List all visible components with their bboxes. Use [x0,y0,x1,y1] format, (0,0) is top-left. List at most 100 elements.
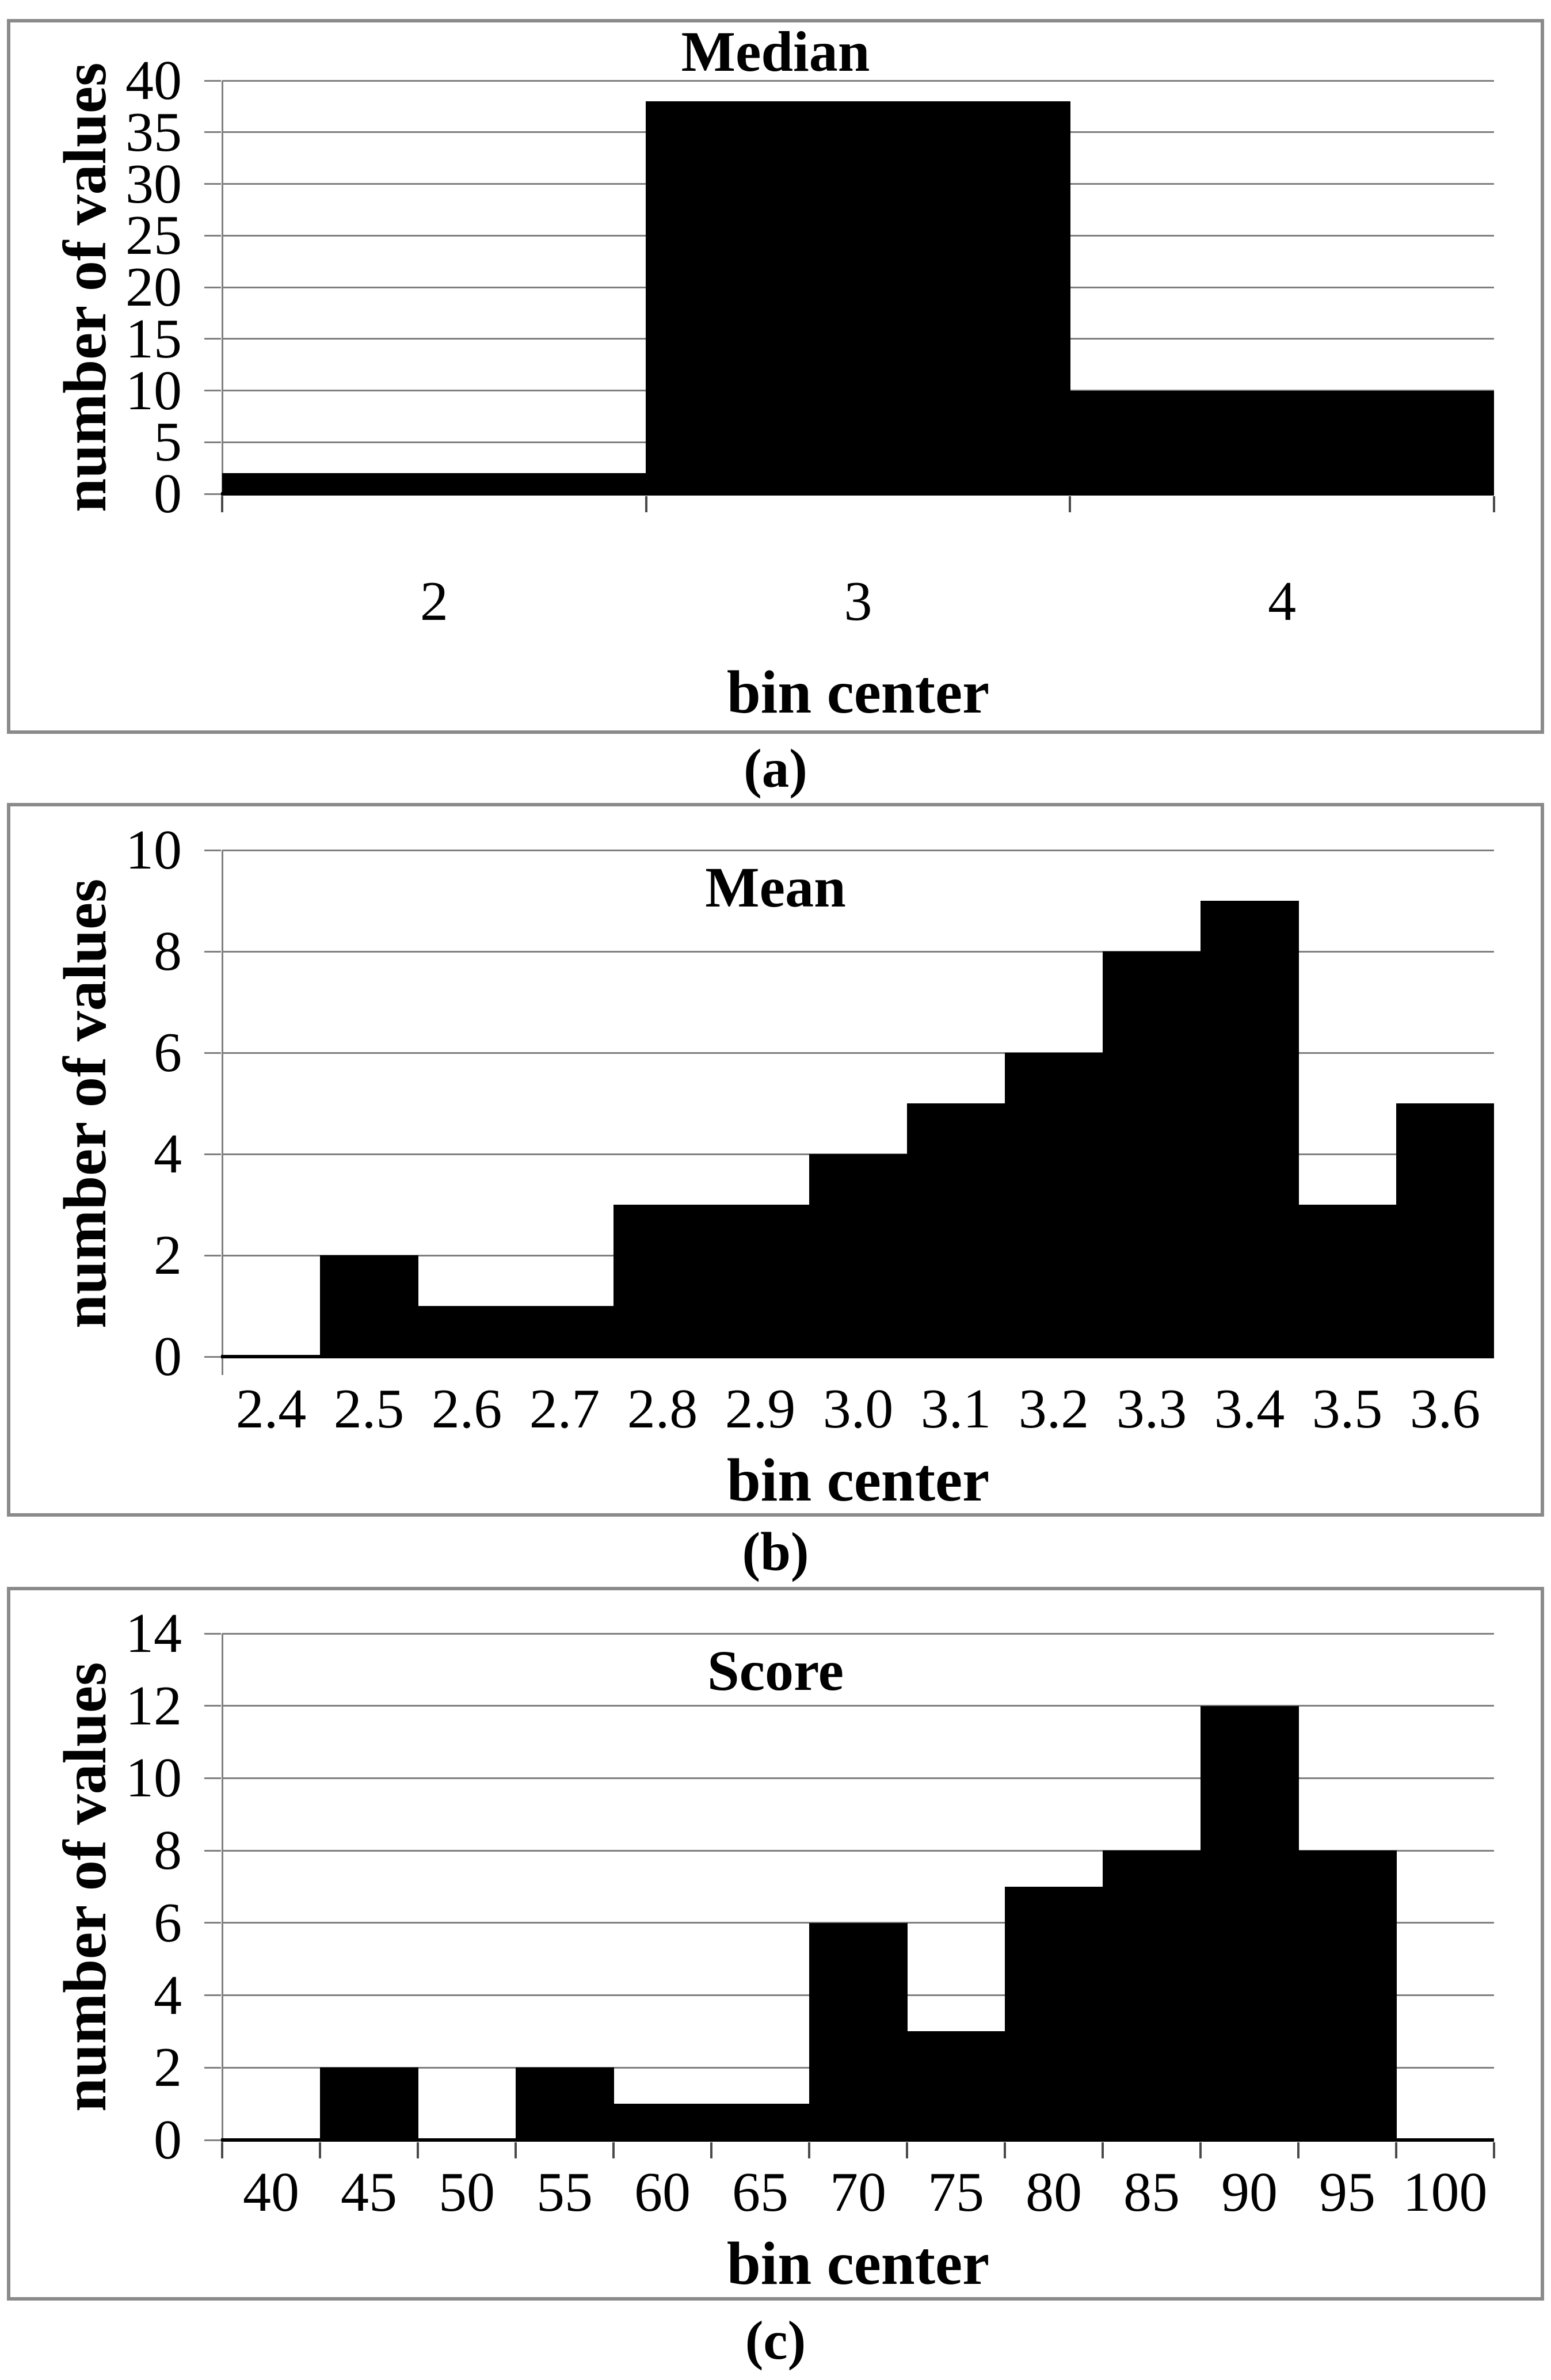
x-tick-label: 3.5 [1312,1378,1383,1440]
x-tick-label: 70 [830,2161,886,2223]
y-axis-line [222,81,223,512]
x-tick-label: 90 [1221,2161,1278,2223]
x-tick [1199,2142,1202,2158]
histogram-bar [515,1306,614,1357]
x-tick-label: 2.8 [627,1378,698,1440]
y-tick [204,1994,221,1997]
gridline [222,1849,1494,1852]
y-tick [204,183,221,185]
chart-title: Score [707,1639,844,1703]
y-axis-line [222,850,223,1375]
y-tick [204,1705,221,1707]
y-tick [204,1052,221,1054]
y-axis-line [222,1633,223,2158]
plot-area: 0 2 4 6 8 10 12 14 40 45 50 55 60 65 70 75 80 85 90 95 100 [125,1605,1495,2221]
y-tick-label: 10 [125,1747,182,1810]
x-tick-label: 50 [439,2161,495,2223]
y-tick [204,1153,221,1155]
y-tick-label: 20 [125,256,182,318]
histogram-bar [1200,901,1299,1357]
x-axis-title: bin center [726,658,990,726]
gridline [222,849,1494,851]
y-tick [204,1849,221,1852]
x-axis-title: bin center [726,2230,990,2297]
x-tick-label: 3.1 [920,1378,992,1440]
gridline [222,1777,1494,1779]
x-tick [906,2142,908,2158]
histogram-bar [222,473,647,494]
histogram-bar [1102,1850,1201,2140]
y-tick [204,79,221,82]
x-tick-label: 85 [1123,2161,1180,2223]
histogram-bar [906,1103,1005,1357]
x-tick-label: 55 [536,2161,593,2223]
y-tick-label: 35 [125,101,182,163]
gridline [222,950,1494,953]
gridline [222,1052,1494,1054]
chart-score: Score number of values 0 2 4 6 8 10 12 14 40 45 50… [7,1587,1544,2301]
y-tick-label: 4 [154,1123,182,1185]
y-tick-label: 8 [154,1819,182,1882]
panel-label-a: (a) [744,737,807,799]
chart-title: Mean [705,855,846,919]
y-tick-label: 14 [125,1602,182,1665]
histogram-bar [319,2067,418,2140]
x-tick [1004,2142,1006,2158]
y-tick [204,390,221,391]
x-tick-label: 80 [1026,2161,1082,2223]
histogram-bar [1004,1887,1103,2140]
histogram-bar [711,2104,810,2140]
histogram-bar [1200,1705,1299,2140]
x-axis-line [221,1355,1494,1358]
histogram-bar [613,2104,712,2140]
y-tick-label: 0 [154,463,182,525]
x-tick [1102,2142,1104,2158]
x-tick-label: 2.4 [235,1378,307,1440]
x-axis-line [221,2138,1494,2142]
x-tick [515,2142,517,2158]
x-tick [612,2142,615,2158]
y-tick-label: 12 [125,1674,182,1737]
x-tick-label: 45 [341,2161,397,2223]
histogram-bar [1396,1103,1494,1357]
panel-label-c: (c) [745,2309,806,2371]
y-tick-label: 6 [154,1022,182,1084]
x-tick [1493,2142,1495,2158]
y-tick [204,2139,221,2141]
x-tick-label: 65 [732,2161,788,2223]
figure-panel-b: Mean number of values 0 2 4 6 8 10 2.4 2.5 2.6 2.… [7,803,1544,1587]
chart-median: Median number of values 0 5 10 15 20 25 30 35 40… [7,19,1544,734]
x-tick-label: 3 [844,570,872,633]
plot-area: 0 5 10 15 20 25 30 35 40 2 3 4 [125,52,1495,630]
x-tick-label: 3.0 [822,1378,894,1440]
panel-label-b: (b) [742,1521,809,1582]
histogram-bar [1102,951,1201,1357]
y-tick [204,849,221,851]
histogram-bar [515,2067,614,2140]
gridline [222,1632,1494,1635]
x-tick-label: 100 [1403,2161,1488,2223]
gridline [222,1705,1494,1707]
histogram-bar [1004,1053,1103,1357]
y-tick [204,1632,221,1635]
x-tick [645,496,647,512]
histogram-bar [613,1205,712,1357]
y-tick-label: 6 [154,1891,182,1954]
y-tick-label: 25 [125,204,182,267]
y-tick [204,2066,221,2069]
x-tick [1395,2142,1397,2158]
y-tick [204,286,221,288]
x-tick-label: 3.2 [1018,1378,1089,1440]
x-tick-label: 2.7 [529,1378,600,1440]
histogram-bar [906,2031,1005,2140]
x-tick [221,496,223,512]
x-tick-label: 60 [634,2161,691,2223]
x-tick-label: 40 [243,2161,299,2223]
y-tick [204,950,221,953]
histogram-bar [417,1306,516,1357]
y-tick-label: 0 [154,1326,182,1388]
y-tick [204,234,221,237]
histogram-bar [809,1154,908,1357]
y-tick-label: 8 [154,920,182,983]
